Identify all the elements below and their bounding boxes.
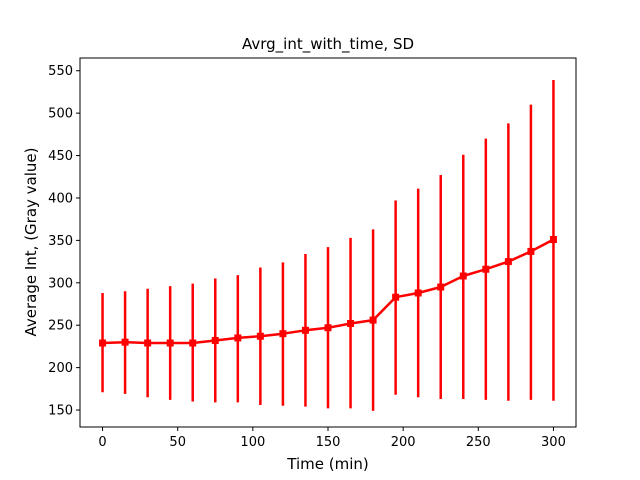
- data-point: [369, 316, 377, 324]
- data-point: [504, 258, 512, 266]
- y-tick-label: 350: [48, 234, 73, 249]
- data-point: [121, 338, 129, 346]
- y-tick-label: 200: [48, 361, 73, 376]
- plot-area: [99, 80, 557, 411]
- data-point: [99, 339, 107, 347]
- data-point: [234, 334, 242, 342]
- data-point: [459, 272, 467, 280]
- x-tick-label: 0: [98, 435, 106, 450]
- x-tick-label: 300: [541, 435, 566, 450]
- data-point: [527, 247, 535, 255]
- data-point: [392, 293, 400, 301]
- y-tick-label: 500: [48, 107, 73, 122]
- data-point: [256, 332, 264, 340]
- x-tick-label: 100: [240, 435, 265, 450]
- x-tick-label: 200: [391, 435, 416, 450]
- data-point: [166, 339, 174, 347]
- data-point: [549, 236, 557, 244]
- y-tick-label: 550: [48, 64, 73, 79]
- x-tick-label: 150: [316, 435, 341, 450]
- x-tick-label: 50: [169, 435, 186, 450]
- data-point: [144, 339, 152, 347]
- y-axis: 150 200 250 300 350 400 450 500 550: [48, 64, 80, 419]
- data-point: [189, 339, 197, 347]
- data-point: [414, 289, 422, 297]
- y-tick-label: 250: [48, 319, 73, 334]
- y-tick-label: 400: [48, 191, 73, 206]
- x-axis-title: Time (min): [286, 455, 368, 473]
- data-point: [279, 330, 287, 338]
- data-point: [211, 336, 219, 344]
- y-axis-title: Average Int, (Gray value): [22, 147, 40, 336]
- data-point: [437, 283, 445, 291]
- x-axis: 0 50 100 150 200 250 300: [98, 427, 566, 450]
- data-point: [324, 324, 332, 332]
- y-tick-label: 150: [48, 404, 73, 419]
- y-tick-label: 300: [48, 276, 73, 291]
- chart-title: Avrg_int_with_time, SD: [242, 35, 414, 54]
- data-point: [301, 326, 309, 334]
- data-point: [347, 320, 355, 328]
- x-tick-label: 250: [466, 435, 491, 450]
- data-point: [482, 265, 490, 273]
- y-tick-label: 450: [48, 149, 73, 164]
